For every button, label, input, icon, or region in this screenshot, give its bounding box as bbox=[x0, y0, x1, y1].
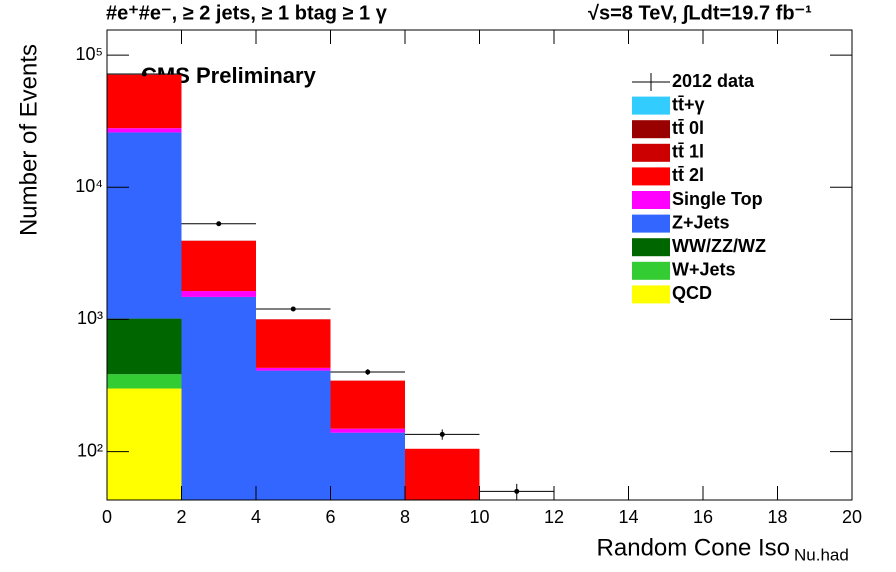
bar-segment bbox=[181, 240, 256, 292]
data-point bbox=[141, 71, 147, 77]
legend-swatch bbox=[632, 167, 670, 186]
x-tick-label: 20 bbox=[842, 507, 862, 527]
legend-swatch bbox=[632, 143, 670, 162]
data-point bbox=[514, 488, 520, 494]
y-tick-label: 10⁵ bbox=[76, 44, 103, 64]
bar-segment bbox=[330, 432, 405, 500]
data-point bbox=[290, 306, 296, 312]
bar-segment bbox=[107, 132, 182, 319]
legend-swatch bbox=[632, 96, 670, 115]
legend-label: tt̄ 0l bbox=[672, 118, 704, 138]
data-point bbox=[365, 369, 371, 375]
y-tick-label: 10⁴ bbox=[75, 176, 103, 196]
bar-segment bbox=[107, 74, 182, 129]
bar-segment bbox=[107, 388, 182, 500]
x-tick-label: 12 bbox=[544, 507, 564, 527]
legend-label: tt̄ 2l bbox=[672, 165, 704, 185]
x-tick-label: 16 bbox=[693, 507, 713, 527]
x-tick-label: 0 bbox=[102, 507, 112, 527]
y-tick-label: 10² bbox=[77, 440, 103, 460]
bar-segment bbox=[107, 318, 182, 375]
x-tick-label: 18 bbox=[767, 507, 787, 527]
legend-swatch bbox=[632, 285, 670, 304]
bar-segment bbox=[405, 448, 480, 500]
bar-segment bbox=[256, 319, 331, 368]
x-tick-label: 10 bbox=[469, 507, 489, 527]
x-tick-label: 8 bbox=[400, 507, 410, 527]
bar-segment bbox=[256, 367, 331, 371]
x-tick-label: 2 bbox=[176, 507, 186, 527]
bar-segment bbox=[330, 380, 405, 429]
x-tick-label: 6 bbox=[325, 507, 335, 527]
bar-segment bbox=[330, 428, 405, 433]
bar-segment bbox=[256, 370, 331, 500]
x-axis-label: Random Cone Iso bbox=[597, 534, 790, 561]
legend-label: tt̄ 1l bbox=[672, 142, 704, 162]
legend-swatch bbox=[632, 261, 670, 280]
legend-label: 2012 data bbox=[672, 71, 755, 91]
legend-swatch bbox=[632, 120, 670, 139]
data-point bbox=[216, 221, 222, 227]
x-tick-label: 14 bbox=[618, 507, 638, 527]
chart-title: #e⁺#e⁻, ≥ 2 jets, ≥ 1 btag ≥ 1 γ bbox=[106, 2, 388, 24]
y-axis-label: Number of Events bbox=[15, 44, 42, 236]
data-point bbox=[439, 431, 445, 437]
bar-segment bbox=[107, 128, 182, 133]
bar-segment bbox=[107, 374, 182, 389]
legend-label: Single Top bbox=[672, 189, 763, 209]
legend-label: Z+Jets bbox=[672, 212, 730, 232]
chart-subtitle: √s=8 TeV, ∫Ldt=19.7 fb⁻¹ bbox=[588, 2, 812, 24]
legend-label: QCD bbox=[672, 283, 712, 303]
x-tick-label: 4 bbox=[251, 507, 261, 527]
bar-segment bbox=[181, 291, 256, 297]
x-axis-label-sub: Nu.had bbox=[794, 545, 849, 564]
y-tick-label: 10³ bbox=[77, 308, 103, 328]
legend-label: tt̄+γ bbox=[672, 94, 705, 114]
legend-swatch bbox=[632, 238, 670, 257]
bar-segment bbox=[181, 296, 256, 500]
legend-swatch bbox=[632, 214, 670, 233]
legend-label: WW/ZZ/WZ bbox=[672, 236, 766, 256]
legend-swatch bbox=[632, 191, 670, 209]
legend-label: W+Jets bbox=[672, 260, 736, 280]
